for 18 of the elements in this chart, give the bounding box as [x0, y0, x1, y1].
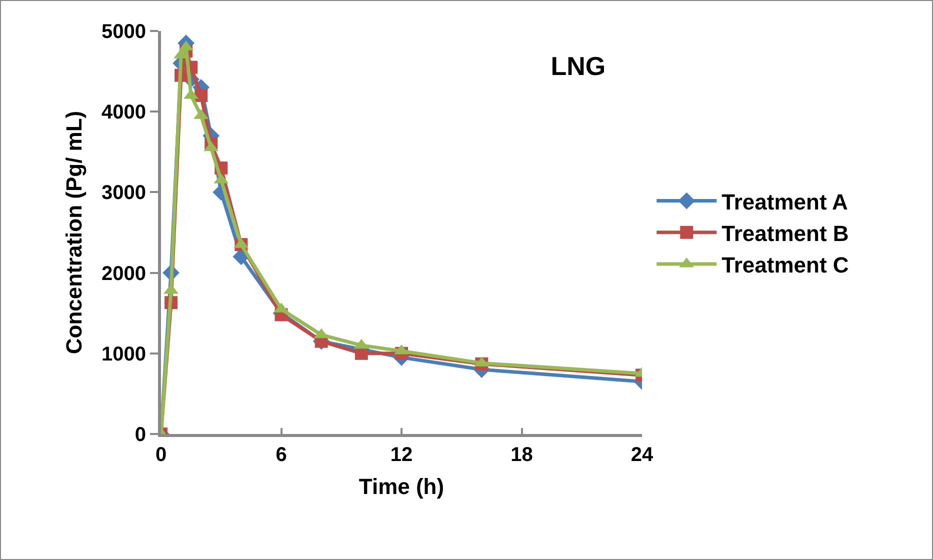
x-tick-label: 18 [510, 444, 533, 466]
legend-label: Treatment B [722, 220, 849, 246]
y-axis-title: Concentration (Pg/ mL) [61, 110, 86, 354]
y-tick-label: 5000 [102, 21, 146, 43]
x-tick-label: 12 [390, 444, 413, 466]
x-axis-title: Time (h) [358, 474, 444, 499]
point [194, 88, 208, 102]
legend-label: Treatment C [722, 252, 849, 278]
text: LNG [550, 51, 606, 81]
y-tick-label: 3000 [102, 182, 146, 204]
y-tick-label: 0 [134, 424, 146, 446]
legend-label: Treatment A [722, 189, 848, 214]
x-tick-label: 0 [155, 444, 167, 466]
y-tick-label: 1000 [102, 343, 146, 366]
x-tick-label: 24 [630, 444, 654, 466]
y-tick-label: 2000 [102, 262, 146, 285]
y-tick-label: 4000 [102, 102, 146, 124]
x-tick-label: 6 [276, 444, 287, 466]
